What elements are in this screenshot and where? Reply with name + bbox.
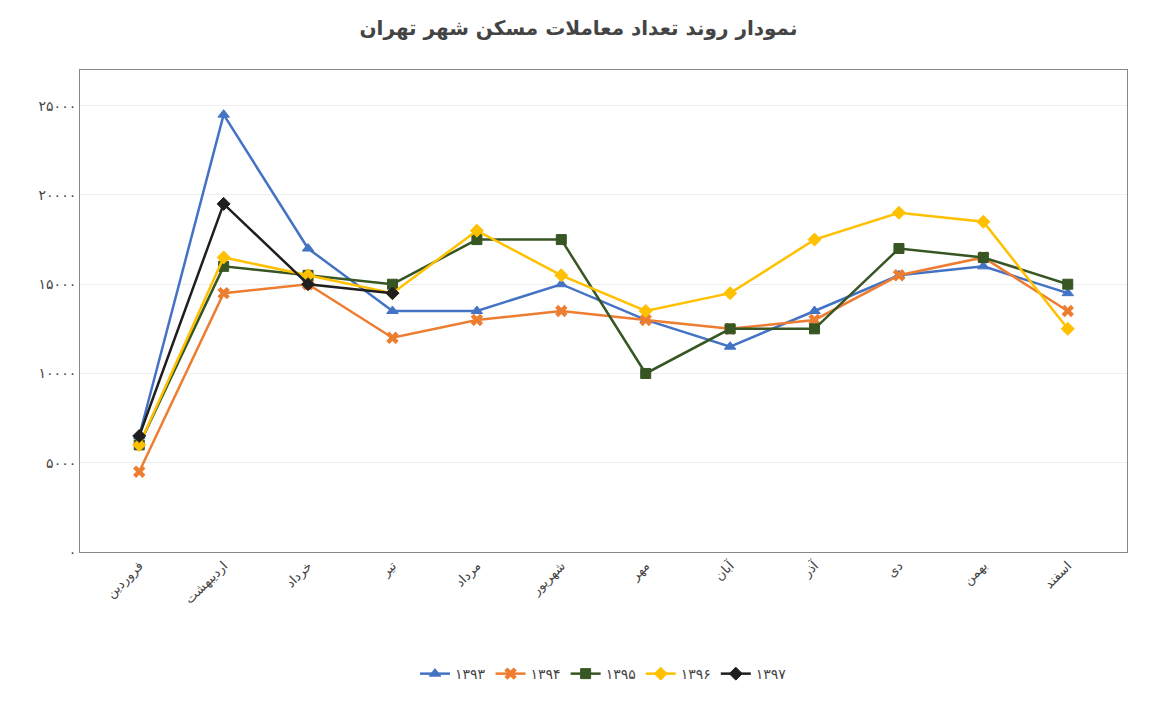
- svg-text:۱۳۹۳: ۱۳۹۳: [455, 666, 486, 682]
- svg-text:۱۰۰۰۰: ۱۰۰۰۰: [39, 365, 77, 381]
- svg-text:۱۳۹۷: ۱۳۹۷: [756, 666, 787, 682]
- svg-text:مهر: مهر: [627, 558, 653, 584]
- svg-text:اسفند: اسفند: [1041, 558, 1074, 591]
- svg-text:مرداد: مرداد: [452, 558, 484, 590]
- svg-text:بهمن: بهمن: [960, 558, 990, 588]
- svg-text:دی: دی: [884, 558, 906, 580]
- svg-text:فروردین: فروردین: [103, 558, 146, 601]
- svg-text:آبان: آبان: [711, 557, 738, 584]
- svg-text:۵۰۰۰: ۵۰۰۰: [46, 455, 76, 471]
- svg-text:تیر: تیر: [377, 558, 400, 581]
- svg-text:شهریور: شهریور: [528, 558, 569, 599]
- svg-text:۰: ۰: [69, 544, 77, 560]
- svg-text:خرداد: خرداد: [283, 558, 316, 591]
- svg-text:۱۵۰۰۰: ۱۵۰۰۰: [39, 276, 77, 292]
- svg-text:۱۳۹۶: ۱۳۹۶: [681, 666, 711, 682]
- svg-text:۱۳۹۴: ۱۳۹۴: [531, 666, 561, 682]
- svg-text:نمودار روند تعداد معاملات مسكن: نمودار روند تعداد معاملات مسكن شهر تهران: [360, 16, 798, 40]
- svg-text:آذر: آذر: [798, 557, 823, 582]
- svg-text:۱۳۹۵: ۱۳۹۵: [606, 666, 636, 682]
- svg-text:۲۰۰۰۰: ۲۰۰۰۰: [39, 187, 77, 203]
- svg-text:۲۵۰۰۰: ۲۵۰۰۰: [39, 98, 77, 114]
- svg-text:اردیبهشت: اردیبهشت: [182, 558, 231, 607]
